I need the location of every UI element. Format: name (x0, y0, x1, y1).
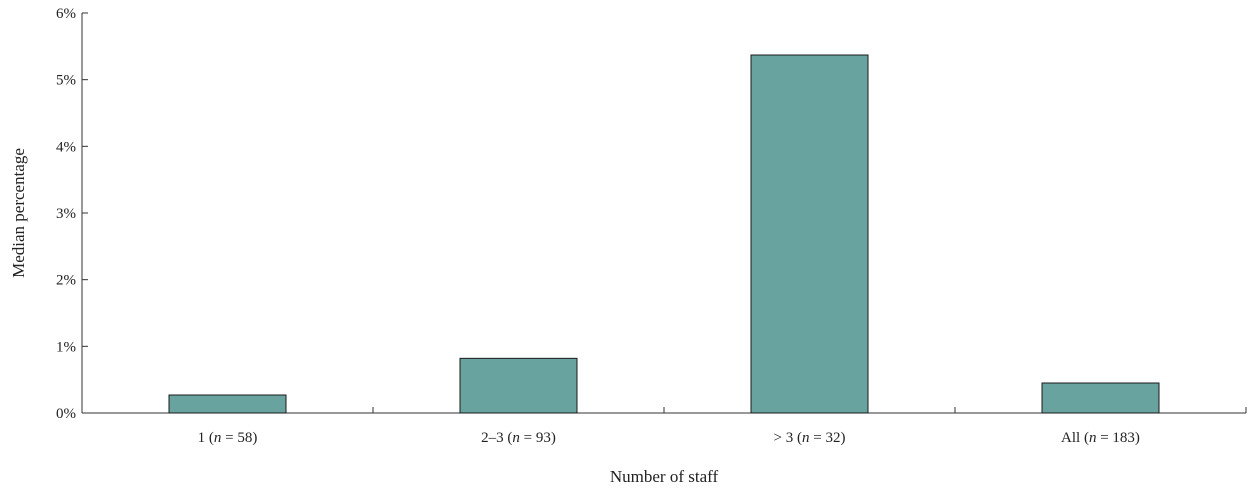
x-tick-labels: 1 (n = 58) 2–3 (n = 93) > 3 (n = 32) All (n… (198, 430, 1140, 446)
y-tick-label: 6% (56, 6, 76, 22)
bars (168, 54, 1160, 414)
x-tick-label: 2–3 (n = 93) (481, 430, 556, 446)
bar (459, 357, 578, 414)
x-tick-label: All (n = 183) (1061, 430, 1140, 446)
y-tick-label: 5% (56, 73, 76, 89)
x-tick-label: 1 (n = 58) (198, 430, 258, 446)
y-tick-label: 2% (56, 273, 76, 289)
bar (1041, 382, 1160, 414)
bar (750, 54, 869, 414)
y-tick-label: 4% (56, 139, 76, 155)
x-tick-label: > 3 (n = 32) (774, 430, 846, 446)
y-tick-label: 1% (56, 339, 76, 355)
y-tick-label: 0% (56, 406, 76, 422)
y-axis: 0% 1% 2% 3% 4% 5% 6% (56, 6, 88, 422)
y-axis-title: Median percentage (9, 148, 28, 278)
y-tick-label: 3% (56, 206, 76, 222)
x-axis-title: Number of staff (610, 467, 719, 486)
bar (168, 394, 287, 414)
